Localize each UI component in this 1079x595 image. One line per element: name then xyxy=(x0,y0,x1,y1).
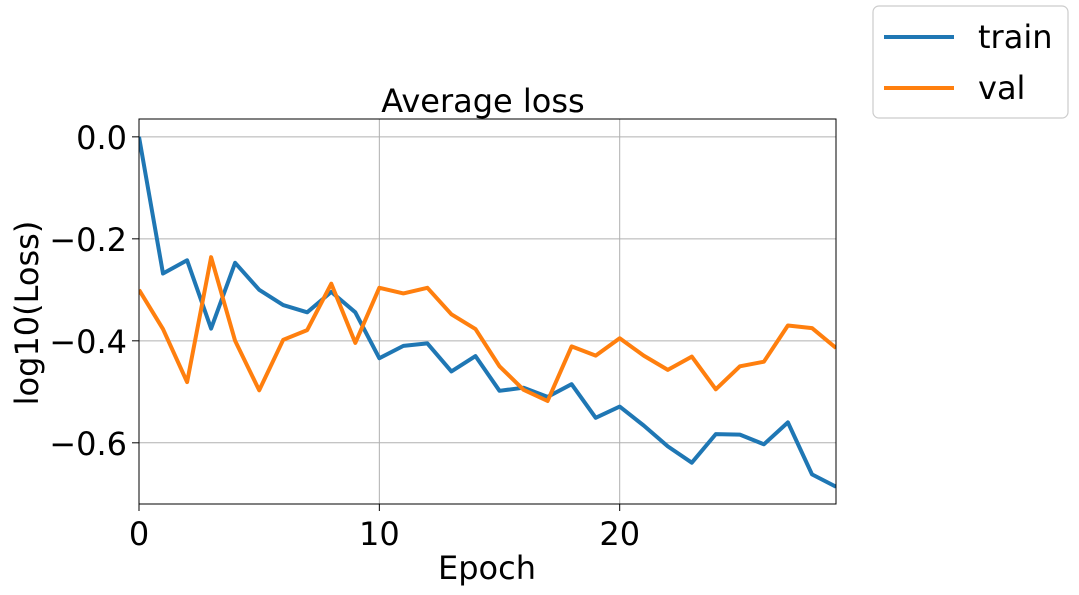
y-axis-label: log10(Loss) xyxy=(8,221,46,406)
axis-ticks: 0 10 20 0.0 −0.2 −0.4 −0.6 xyxy=(49,119,640,553)
x-axis-label: Epoch xyxy=(438,549,536,587)
y-tick-label: −0.2 xyxy=(49,221,127,259)
series-line-val xyxy=(139,255,836,403)
y-tick-label: −0.6 xyxy=(49,425,127,463)
x-tick-label: 20 xyxy=(599,515,640,553)
legend: train val xyxy=(872,5,1069,119)
grid xyxy=(138,119,836,504)
plot-frame xyxy=(138,118,837,505)
chart-title: Average loss xyxy=(381,82,584,120)
legend-label-val: val xyxy=(978,69,1025,107)
y-tick-label: −0.4 xyxy=(49,323,127,361)
x-tick-label: 0 xyxy=(129,515,149,553)
legend-label-train: train xyxy=(978,18,1052,56)
x-tick-label: 10 xyxy=(359,515,400,553)
series-lines xyxy=(139,136,836,489)
series-line-train xyxy=(139,136,836,489)
y-tick-label: 0.0 xyxy=(76,119,127,157)
